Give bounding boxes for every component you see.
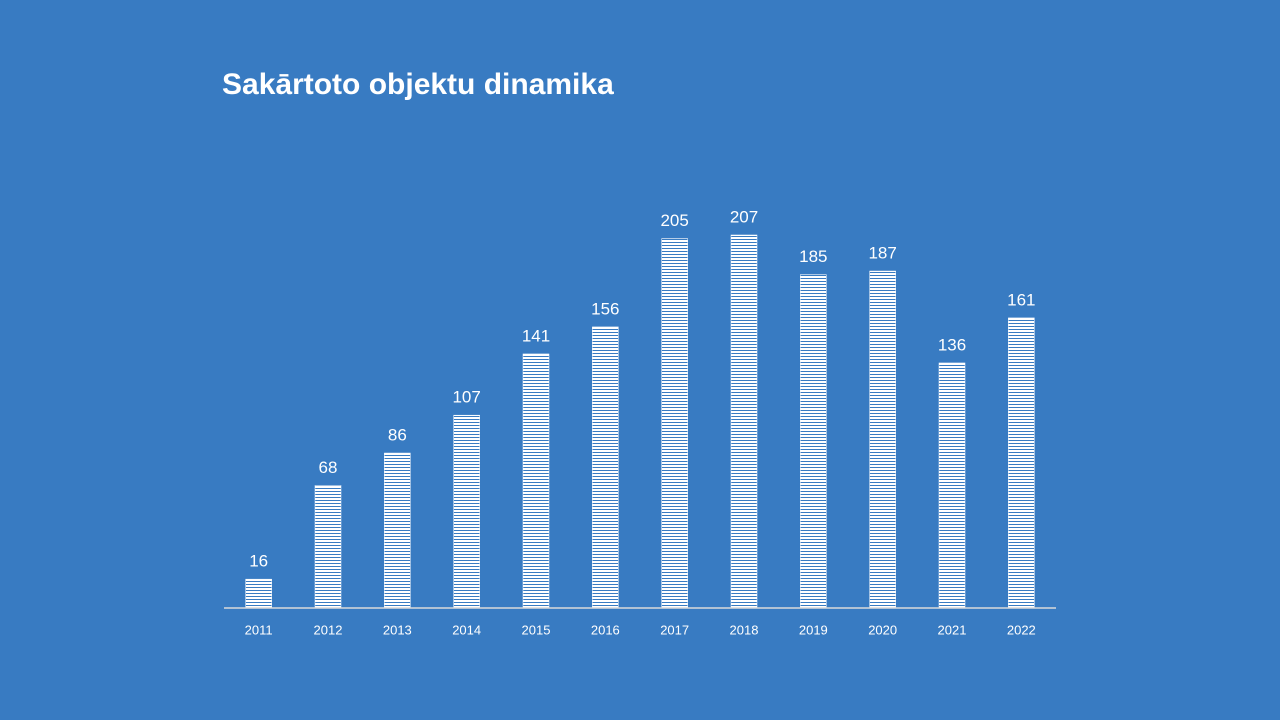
- bar: [453, 414, 480, 609]
- data-label: 68: [319, 458, 338, 477]
- x-tick-label: 2020: [868, 622, 897, 637]
- bar: [522, 353, 550, 609]
- bar: [800, 274, 827, 609]
- data-label: 187: [868, 244, 896, 263]
- bar: [938, 362, 966, 609]
- data-label: 156: [591, 299, 619, 318]
- data-label: 136: [938, 335, 966, 354]
- data-label: 207: [730, 207, 758, 226]
- data-label: 205: [660, 211, 688, 230]
- x-tick-label: 2022: [1007, 622, 1036, 637]
- data-label: 86: [388, 426, 407, 445]
- x-tick-label: 2018: [730, 622, 759, 637]
- bar: [661, 238, 688, 609]
- bar: [869, 270, 896, 609]
- bar: [384, 452, 411, 609]
- x-tick-label: 2014: [452, 622, 481, 637]
- x-tick-label: 2013: [383, 622, 412, 637]
- bar: [592, 326, 619, 609]
- x-tick-label: 2019: [799, 622, 828, 637]
- x-tick-label: 2015: [522, 622, 551, 637]
- data-label: 107: [452, 388, 480, 407]
- x-tick-label: 2016: [591, 622, 620, 637]
- data-label: 185: [799, 247, 827, 266]
- x-tick-label: 2012: [314, 622, 343, 637]
- data-label: 141: [522, 326, 550, 345]
- bar: [245, 578, 272, 609]
- data-label: 16: [249, 552, 268, 571]
- bar: [1008, 317, 1035, 609]
- x-tick-label: 2021: [938, 622, 967, 637]
- x-tick-label: 2011: [245, 622, 273, 637]
- bar: [730, 234, 758, 609]
- chart-title: Sakārtoto objektu dinamika: [222, 68, 614, 101]
- data-label: 161: [1007, 290, 1035, 309]
- bar: [314, 485, 342, 609]
- x-tick-label: 2017: [660, 622, 689, 637]
